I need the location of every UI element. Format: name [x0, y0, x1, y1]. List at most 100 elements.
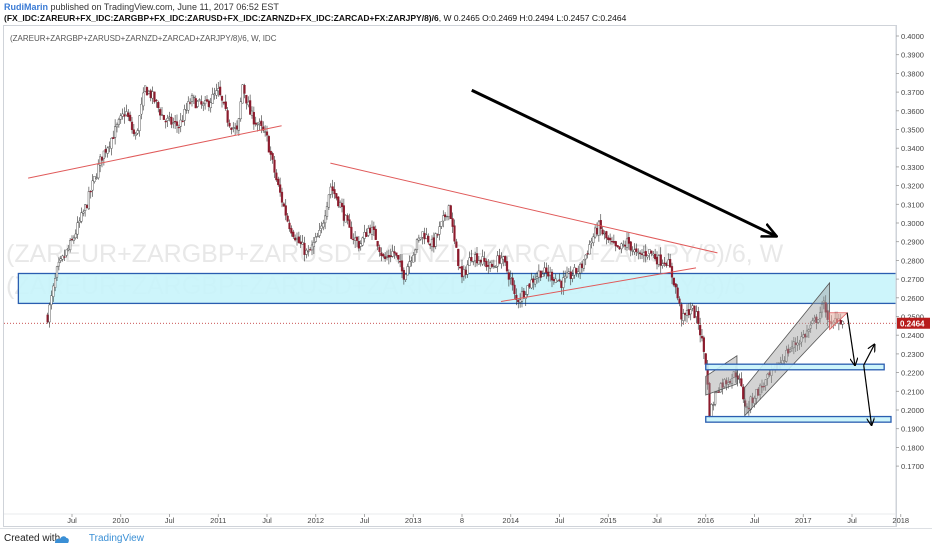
candle-body	[498, 255, 501, 264]
y-tick-label: 0.3700	[901, 88, 924, 97]
candle-body	[530, 279, 533, 289]
candle-body	[657, 255, 660, 265]
candle-body	[187, 101, 190, 111]
candle-body	[417, 237, 420, 241]
candle-body	[474, 254, 477, 261]
candle-body	[82, 211, 85, 214]
candle-body	[61, 255, 64, 260]
candle-body	[445, 215, 449, 218]
candle-body	[436, 234, 439, 236]
candle-body	[320, 225, 323, 229]
candle-body	[644, 251, 647, 257]
candle-body	[824, 302, 827, 313]
candle-body	[622, 244, 625, 246]
candle-body	[759, 384, 762, 395]
author-name[interactable]: RudiMarin	[4, 2, 48, 12]
y-tick-label: 0.3500	[901, 126, 924, 135]
candle-body	[286, 215, 289, 222]
candle-body	[429, 243, 432, 246]
candle-body	[384, 256, 387, 259]
candle-body	[170, 116, 173, 125]
candle-body	[215, 90, 218, 96]
candle-body	[620, 243, 623, 250]
triangle-pattern	[829, 312, 849, 331]
candle-body	[535, 276, 539, 279]
candle-body	[616, 245, 619, 248]
candle-body	[699, 324, 702, 336]
y-tick-label: 0.1700	[901, 462, 924, 471]
y-tick-label: 0.3900	[901, 51, 924, 60]
candles	[46, 80, 844, 419]
candle-body	[99, 156, 102, 166]
x-tick-label: Jul	[847, 516, 857, 525]
candle-body	[262, 126, 265, 131]
candle-body	[659, 254, 662, 266]
rising-channel	[744, 281, 830, 417]
candle-body	[513, 284, 516, 295]
tradingview-brand[interactable]: TradingView	[88, 533, 144, 544]
candle-body	[406, 266, 409, 276]
candle-body	[614, 241, 617, 247]
y-tick-label: 0.2000	[901, 406, 924, 415]
candle-body	[693, 305, 696, 319]
candle-body	[612, 241, 615, 243]
candle-body	[125, 111, 128, 116]
candle-body	[665, 263, 668, 266]
candle-body	[63, 256, 66, 258]
candle-body	[547, 271, 550, 277]
candle-body	[798, 343, 801, 345]
candle-body	[539, 270, 542, 278]
candle-body	[631, 250, 634, 252]
candle-body	[725, 380, 728, 385]
candle-body	[419, 237, 422, 240]
candle-body	[224, 101, 227, 109]
candle-body	[136, 130, 139, 134]
candle-body	[695, 311, 698, 317]
candle-body	[404, 274, 407, 280]
candle-body	[639, 252, 642, 254]
candle-body	[528, 283, 531, 288]
candle-body	[595, 227, 599, 235]
candle-body	[487, 264, 490, 267]
candle-body	[680, 304, 683, 320]
candle-body	[339, 202, 342, 208]
candle-body	[54, 278, 57, 288]
candle-body	[322, 222, 325, 228]
y-tick-label: 0.3200	[901, 182, 924, 191]
candle-body	[292, 231, 295, 237]
candle-body	[207, 100, 210, 107]
y-tick-label: 0.2500	[901, 313, 924, 322]
candle-body	[408, 261, 411, 268]
candle-body	[676, 287, 679, 299]
candle-body	[607, 237, 610, 241]
ohlc-values: , W 0.2465 O:0.2469 H:0.2494 L:0.2457 C:…	[438, 13, 627, 23]
candle-body	[256, 124, 259, 126]
candle-body	[209, 102, 212, 109]
candle-body	[809, 324, 812, 329]
candle-body	[273, 159, 276, 173]
x-tick-label: Jul	[555, 516, 565, 525]
candle-body	[457, 248, 460, 267]
candle-body	[342, 205, 345, 221]
candle-body	[691, 305, 694, 309]
x-tick-label: Jul	[67, 516, 77, 525]
candle-body	[145, 87, 149, 96]
candle-body	[745, 406, 749, 408]
candle-body	[258, 121, 261, 124]
candle-body	[423, 232, 426, 240]
candle-body	[72, 237, 75, 241]
candle-body	[76, 222, 79, 235]
candle-body	[196, 101, 199, 107]
y-tick-label: 0.2400	[901, 331, 924, 340]
candle-body	[252, 112, 255, 125]
candle-body	[166, 117, 169, 121]
candle-body	[412, 254, 415, 263]
candle-body	[48, 304, 51, 323]
candle-body	[483, 258, 486, 262]
candle-body	[310, 244, 314, 251]
created-with-label: Created with	[4, 533, 61, 544]
candle-body	[558, 279, 561, 281]
candle-body	[800, 336, 803, 343]
candle-body	[520, 291, 524, 302]
